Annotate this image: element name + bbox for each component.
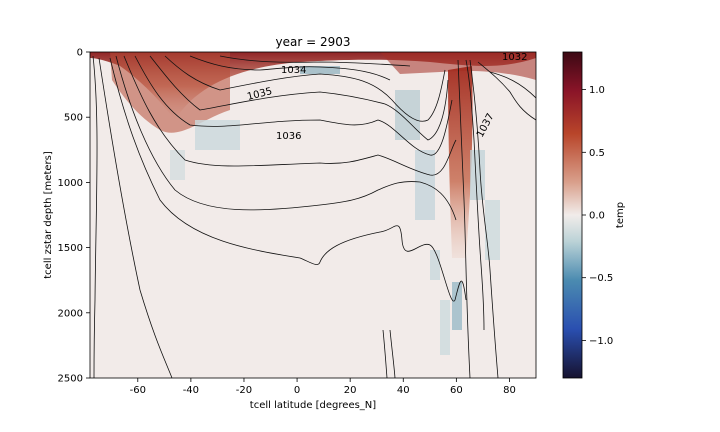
contour-label-1036: 1036	[276, 131, 301, 142]
colorbar-tick-label: 1.0	[589, 85, 605, 96]
x-tick-label: 0	[294, 385, 300, 396]
colorbar-tick-label: −0.5	[589, 273, 613, 284]
contour-line	[149, 55, 449, 141]
x-tick-label: 20	[344, 385, 357, 396]
contour-line	[134, 55, 453, 156]
contour-line	[382, 329, 388, 378]
y-tick-label: 0	[77, 48, 83, 59]
y-tick-label: 1000	[58, 178, 83, 189]
contour-line	[164, 55, 446, 122]
contour-line	[465, 59, 485, 331]
colorbar-tick-label: 0.0	[589, 211, 605, 222]
x-tick-label: 80	[503, 385, 516, 396]
y-tick-label: 2000	[58, 308, 83, 319]
contour-line	[115, 55, 457, 221]
x-axis: -60 -40 -20 0 20 40 60 80	[130, 378, 516, 396]
x-axis-label: tcell latitude [degrees_N]	[250, 400, 376, 411]
x-tick-label: 40	[397, 385, 410, 396]
y-tick-label: 2500	[58, 374, 83, 385]
contour-line	[457, 59, 471, 378]
contour-line	[389, 329, 396, 378]
contour-label-1032: 1032	[502, 52, 527, 63]
y-tick-label: 1500	[58, 243, 83, 254]
contour-line	[469, 59, 499, 378]
contour-line	[219, 55, 411, 67]
contour-line	[109, 57, 467, 302]
contour-lines	[92, 55, 536, 378]
y-tick-label: 500	[64, 113, 83, 124]
contour-line	[477, 61, 536, 121]
contour-line	[189, 55, 391, 81]
colorbar-tick-label: 0.5	[589, 148, 605, 159]
colorbar-axis: 1.0 0.5 0.0 −0.5 −1.0	[582, 85, 613, 347]
colorbar	[562, 51, 583, 379]
x-tick-label: -60	[130, 385, 146, 396]
contour-line	[92, 55, 98, 378]
x-tick-label: 60	[450, 385, 463, 396]
y-axis: 0 500 1000 1500 2000 2500	[58, 48, 90, 385]
contour-line	[489, 71, 536, 99]
contour-line	[123, 55, 457, 176]
contour-label-1034: 1034	[281, 65, 306, 76]
contour-line	[98, 57, 173, 378]
chart-title: year = 2903	[276, 35, 351, 49]
y-axis-label: tcell zstar depth [meters]	[43, 151, 54, 279]
x-tick-label: -40	[183, 385, 199, 396]
plot-frame	[89, 51, 537, 379]
heatmap-field	[90, 52, 536, 378]
colorbar-tick-label: −1.0	[589, 336, 613, 347]
x-tick-label: -20	[236, 385, 252, 396]
colorbar-label: temp	[615, 202, 626, 228]
